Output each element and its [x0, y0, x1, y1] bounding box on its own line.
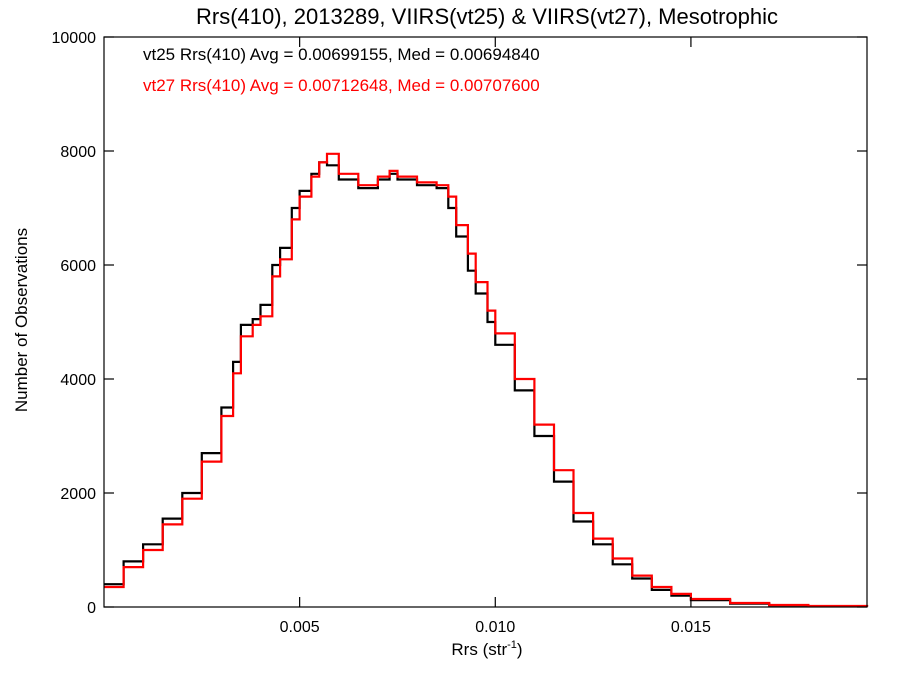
annotation-vt25: vt25 Rrs(410) Avg = 0.00699155, Med = 0.… [143, 45, 540, 64]
x-axis-label: Rrs (str-1) [451, 639, 522, 659]
y-tick-label: 0 [87, 600, 96, 617]
x-axis-label-close: ) [517, 640, 523, 659]
y-axis-label: Number of Observations [12, 228, 31, 412]
x-tick-label: 0.010 [475, 619, 515, 636]
x-axis-label-main: Rrs (str [451, 640, 507, 659]
y-tick-label: 2000 [60, 486, 96, 503]
series-line-1 [104, 152, 869, 608]
x-axis-ticks: 0.005 0.010 0.015 [280, 37, 711, 636]
series-line-0 [104, 161, 869, 608]
chart-title: Rrs(410), 2013289, VIIRS(vt25) & VIIRS(v… [196, 4, 778, 29]
y-tick-label: 4000 [60, 372, 96, 389]
x-axis-label-superscript: -1 [507, 639, 517, 651]
series-layer [104, 152, 869, 608]
plot-area: 0.005 0.010 0.015 0 2000 4000 6000 8000 10000 [52, 30, 869, 636]
x-tick-label: 0.015 [671, 619, 711, 636]
y-axis-ticks: 0 2000 4000 6000 8000 10000 [52, 30, 867, 617]
x-tick-label: 0.005 [280, 619, 320, 636]
annotation-vt27: vt27 Rrs(410) Avg = 0.00712648, Med = 0.… [143, 76, 540, 95]
y-tick-label: 6000 [60, 258, 96, 275]
y-tick-label: 8000 [60, 144, 96, 161]
plot-frame [103, 36, 868, 608]
y-tick-label: 10000 [52, 30, 97, 47]
